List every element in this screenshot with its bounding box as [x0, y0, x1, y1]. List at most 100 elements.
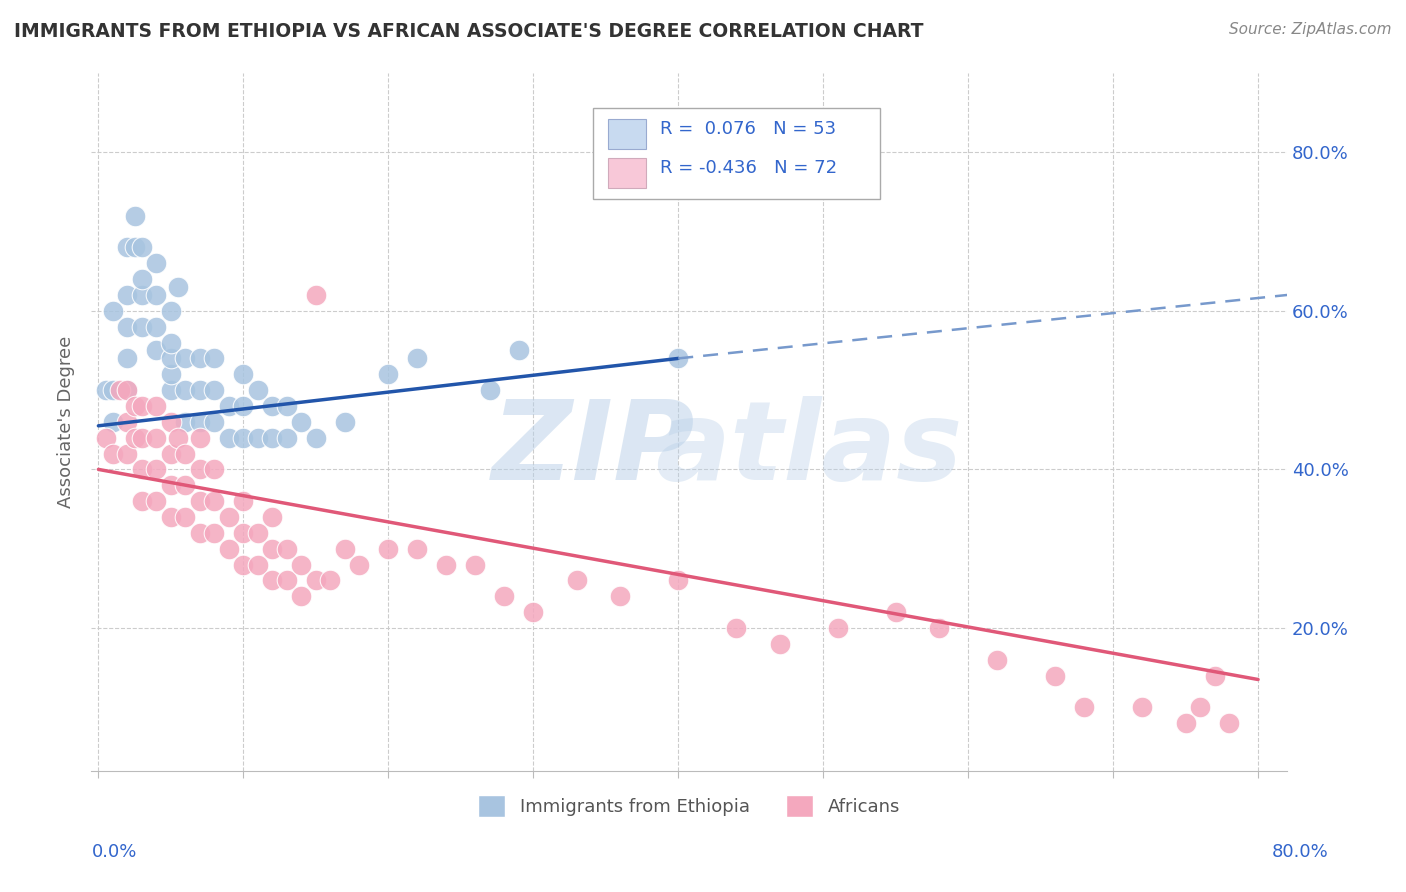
- Point: [188, 494, 211, 508]
- Point: [131, 319, 153, 334]
- Point: [145, 431, 167, 445]
- Point: [565, 574, 588, 588]
- Point: [508, 343, 530, 358]
- FancyBboxPatch shape: [593, 108, 880, 199]
- Text: 80.0%: 80.0%: [1272, 843, 1329, 861]
- Point: [1218, 716, 1240, 731]
- Bar: [607, 159, 647, 187]
- Point: [319, 574, 342, 588]
- Point: [1174, 716, 1197, 731]
- Point: [333, 541, 356, 556]
- Point: [262, 574, 284, 588]
- Point: [232, 525, 254, 540]
- Point: [188, 415, 211, 429]
- Text: atlas: atlas: [655, 396, 962, 503]
- Point: [124, 399, 146, 413]
- Point: [117, 240, 139, 254]
- Point: [167, 431, 190, 445]
- Point: [174, 510, 197, 524]
- Point: [131, 288, 153, 302]
- Point: [202, 525, 225, 540]
- Point: [377, 541, 399, 556]
- Point: [160, 478, 183, 492]
- Point: [276, 399, 298, 413]
- Point: [276, 541, 298, 556]
- Legend: Immigrants from Ethiopia, Africans: Immigrants from Ethiopia, Africans: [471, 788, 907, 824]
- Point: [131, 272, 153, 286]
- Bar: [607, 120, 647, 149]
- Point: [218, 541, 240, 556]
- Point: [725, 621, 748, 635]
- Point: [188, 525, 211, 540]
- Point: [305, 574, 328, 588]
- Point: [666, 351, 689, 366]
- Text: 0.0%: 0.0%: [91, 843, 136, 861]
- Point: [232, 399, 254, 413]
- Point: [276, 574, 298, 588]
- Point: [276, 431, 298, 445]
- Point: [117, 383, 139, 397]
- Point: [94, 431, 117, 445]
- Point: [160, 368, 183, 382]
- Point: [464, 558, 486, 572]
- Point: [124, 209, 146, 223]
- Point: [174, 478, 197, 492]
- Point: [290, 589, 312, 603]
- Point: [101, 415, 124, 429]
- Point: [202, 462, 225, 476]
- Point: [769, 637, 792, 651]
- Point: [218, 399, 240, 413]
- Point: [246, 558, 269, 572]
- Point: [202, 415, 225, 429]
- Point: [145, 399, 167, 413]
- Point: [108, 383, 131, 397]
- Point: [117, 351, 139, 366]
- Point: [494, 589, 516, 603]
- Y-axis label: Associate's Degree: Associate's Degree: [58, 335, 75, 508]
- Point: [262, 431, 284, 445]
- Point: [349, 558, 371, 572]
- Point: [305, 431, 328, 445]
- Point: [131, 494, 153, 508]
- Point: [305, 288, 328, 302]
- Point: [434, 558, 457, 572]
- Point: [160, 510, 183, 524]
- Point: [124, 240, 146, 254]
- Point: [188, 462, 211, 476]
- Point: [145, 494, 167, 508]
- Point: [986, 653, 1008, 667]
- Text: Source: ZipAtlas.com: Source: ZipAtlas.com: [1229, 22, 1392, 37]
- Point: [290, 415, 312, 429]
- Point: [101, 303, 124, 318]
- Point: [160, 335, 183, 350]
- Point: [145, 319, 167, 334]
- Point: [167, 280, 190, 294]
- Point: [232, 368, 254, 382]
- Point: [827, 621, 849, 635]
- Point: [1204, 668, 1226, 682]
- Point: [522, 605, 544, 619]
- Point: [202, 383, 225, 397]
- Point: [1189, 700, 1212, 714]
- Point: [160, 415, 183, 429]
- Point: [145, 462, 167, 476]
- Point: [666, 574, 689, 588]
- Point: [246, 431, 269, 445]
- Point: [94, 383, 117, 397]
- Point: [188, 383, 211, 397]
- Point: [246, 383, 269, 397]
- Point: [218, 431, 240, 445]
- Point: [117, 319, 139, 334]
- Point: [290, 558, 312, 572]
- Point: [202, 494, 225, 508]
- Point: [406, 541, 429, 556]
- Point: [406, 351, 429, 366]
- Point: [232, 431, 254, 445]
- Point: [609, 589, 631, 603]
- Point: [160, 383, 183, 397]
- Point: [1073, 700, 1095, 714]
- Point: [188, 351, 211, 366]
- Point: [117, 415, 139, 429]
- Point: [202, 351, 225, 366]
- Point: [160, 303, 183, 318]
